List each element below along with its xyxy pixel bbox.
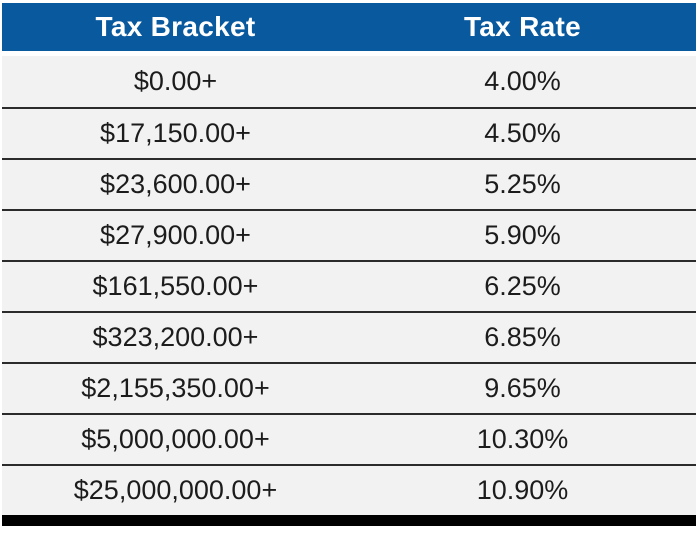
tax-rate-cell: 9.65% <box>484 373 561 403</box>
tax-rate-cell: 5.25% <box>484 169 561 199</box>
table-header-row: Tax Bracket Tax Rate <box>2 3 696 51</box>
tax-bracket-cell: $161,550.00+ <box>92 271 259 301</box>
table-row: $5,000,000.00+ 10.30% <box>2 413 696 464</box>
table-row: $2,155,350.00+ 9.65% <box>2 362 696 413</box>
tax-bracket-cell: $0.00+ <box>133 66 218 96</box>
tax-bracket-cell: $17,150.00+ <box>100 118 251 148</box>
column-header-tax-rate: Tax Rate <box>463 11 582 42</box>
tax-rate-cell: 10.90% <box>476 475 569 505</box>
tax-rate-cell: 5.90% <box>484 220 561 250</box>
tax-bracket-table: Tax Bracket Tax Rate $0.00+ 4.00% $17,15… <box>2 3 696 526</box>
tax-rate-cell: 6.85% <box>484 322 561 352</box>
tax-bracket-cell: $2,155,350.00+ <box>81 373 270 403</box>
tax-rate-cell: 6.25% <box>484 271 561 301</box>
table-row: $0.00+ 4.00% <box>2 56 696 107</box>
table-row: $161,550.00+ 6.25% <box>2 260 696 311</box>
table-row: $27,900.00+ 5.90% <box>2 209 696 260</box>
tax-bracket-cell: $27,900.00+ <box>100 220 251 250</box>
tax-rate-cell: 4.50% <box>484 118 561 148</box>
table-bottom-border <box>2 515 696 526</box>
table-row: $23,600.00+ 5.25% <box>2 158 696 209</box>
tax-rate-cell: 10.30% <box>476 424 569 454</box>
column-header-tax-bracket: Tax Bracket <box>95 11 256 42</box>
table-row: $323,200.00+ 6.85% <box>2 311 696 362</box>
table-body: $0.00+ 4.00% $17,150.00+ 4.50% $23,600.0… <box>2 56 696 515</box>
tax-bracket-cell: $5,000,000.00+ <box>81 424 270 454</box>
tax-bracket-cell: $323,200.00+ <box>92 322 259 352</box>
header-gap <box>2 51 696 56</box>
table-row: $17,150.00+ 4.50% <box>2 107 696 158</box>
tax-bracket-cell: $23,600.00+ <box>100 169 251 199</box>
table-row: $25,000,000.00+ 10.90% <box>2 464 696 515</box>
tax-rate-cell: 4.00% <box>484 66 561 96</box>
tax-bracket-cell: $25,000,000.00+ <box>73 475 278 505</box>
